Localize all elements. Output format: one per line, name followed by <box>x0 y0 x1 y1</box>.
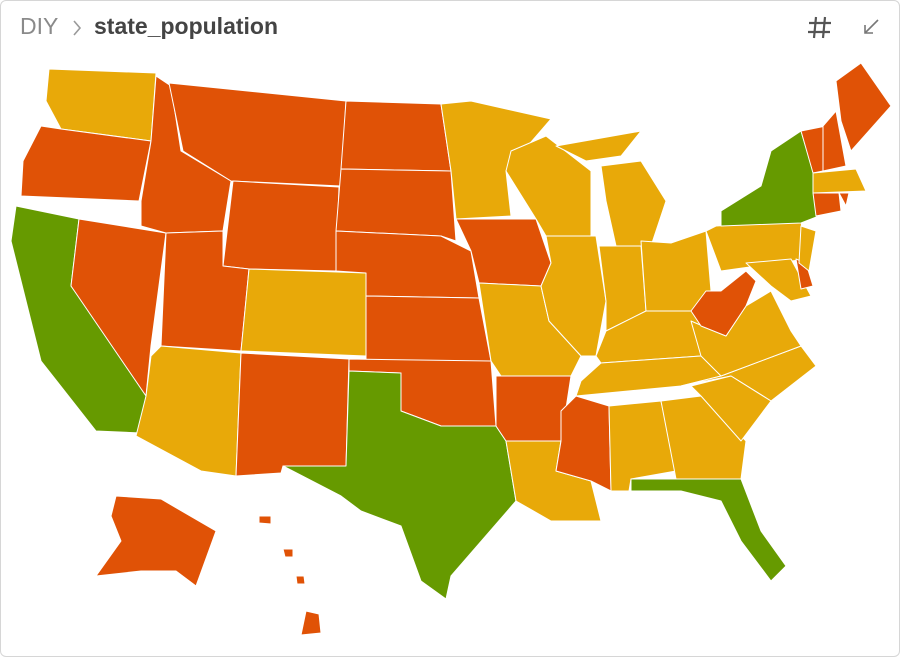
state[interactable] <box>600 160 667 247</box>
state[interactable] <box>835 62 892 152</box>
state[interactable] <box>282 548 294 558</box>
grid-icon[interactable] <box>808 16 831 39</box>
state[interactable] <box>235 352 350 477</box>
state[interactable] <box>282 370 517 600</box>
state[interactable] <box>812 168 867 194</box>
state[interactable] <box>690 270 757 337</box>
state[interactable] <box>745 258 812 302</box>
state[interactable] <box>20 125 152 202</box>
state[interactable] <box>440 100 552 220</box>
state[interactable] <box>365 295 492 362</box>
state[interactable] <box>555 395 612 492</box>
state[interactable] <box>690 375 772 442</box>
dataset-title: state_population <box>94 13 279 39</box>
state[interactable] <box>822 110 847 172</box>
state[interactable] <box>258 515 272 525</box>
state[interactable] <box>495 375 572 442</box>
state[interactable] <box>295 575 306 585</box>
breadcrumb[interactable]: DIY <box>20 13 59 39</box>
state[interactable] <box>240 268 367 357</box>
chevron-icon <box>73 20 82 36</box>
states <box>10 62 892 636</box>
state[interactable] <box>798 225 817 272</box>
state[interactable] <box>812 192 842 217</box>
state[interactable] <box>222 180 340 272</box>
state[interactable] <box>300 610 322 636</box>
state[interactable] <box>70 218 167 397</box>
state[interactable] <box>340 100 452 172</box>
state[interactable] <box>838 192 850 207</box>
state[interactable] <box>630 478 787 582</box>
state[interactable] <box>660 395 747 480</box>
minimize-icon[interactable] <box>864 19 879 34</box>
state[interactable] <box>135 345 242 477</box>
state[interactable] <box>335 168 457 242</box>
state[interactable] <box>540 235 607 357</box>
state[interactable] <box>95 495 217 587</box>
state[interactable] <box>555 130 642 162</box>
state[interactable] <box>720 130 820 227</box>
